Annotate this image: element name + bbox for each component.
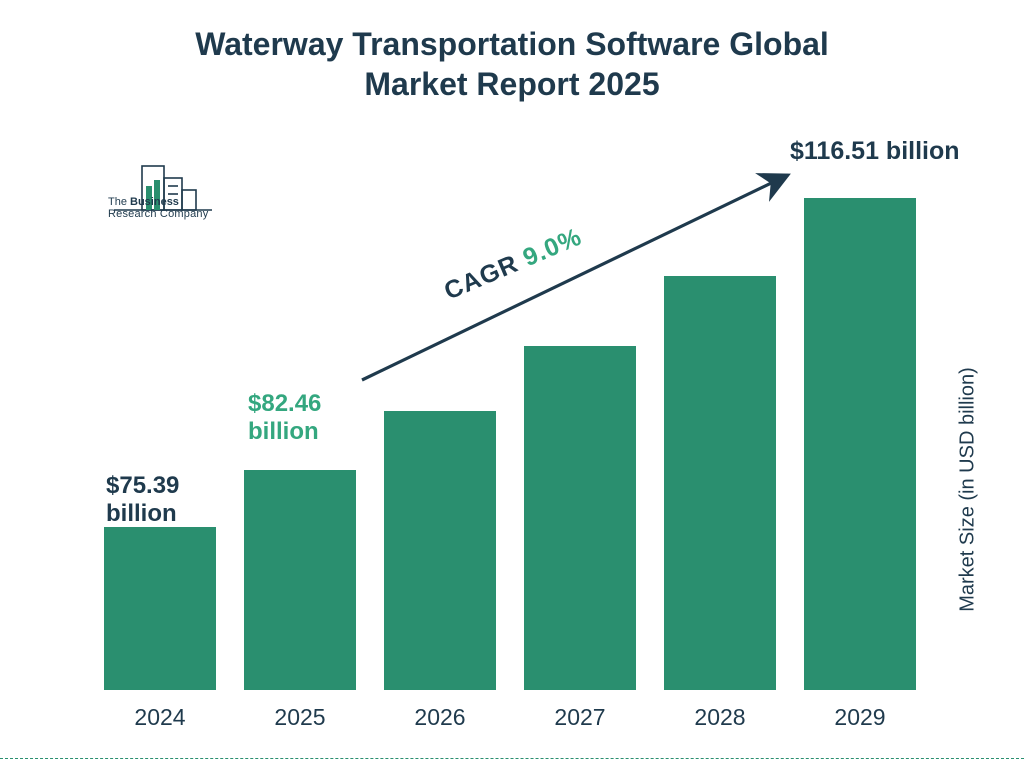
y-axis-label: Market Size (in USD billion): [957, 350, 980, 630]
chart-container: Waterway Transportation Software Global …: [0, 0, 1024, 768]
footer-divider: [0, 758, 1024, 759]
trend-arrow-icon: [0, 0, 1024, 768]
